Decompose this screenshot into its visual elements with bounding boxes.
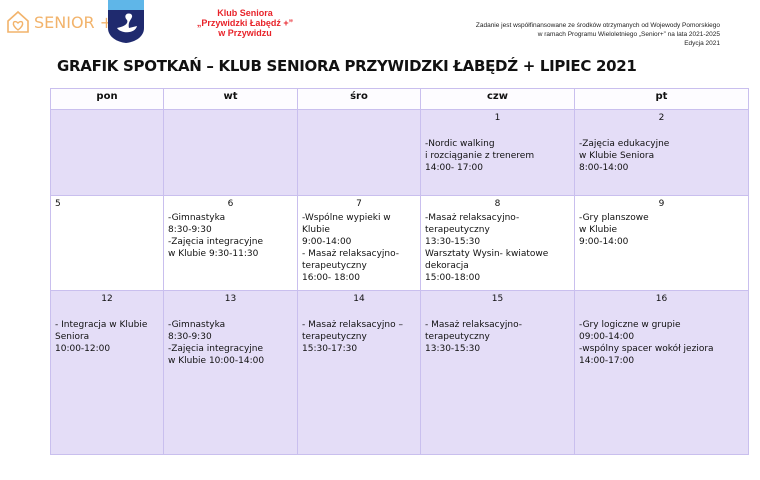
senior-plus-logo: SENIOR + [6, 10, 113, 34]
day-header: wt [163, 88, 298, 110]
day-number: 13 [224, 294, 237, 304]
event-text: - Integracja w Klubie Seniora 10:00-12:0… [55, 320, 148, 354]
event-text: -Gimnastyka 8:30-9:30 -Zajęcia integracy… [168, 213, 264, 259]
day-number: 1 [494, 113, 501, 123]
day-number: 6 [227, 199, 234, 209]
spacer [579, 126, 744, 138]
day-header: pon [50, 88, 164, 110]
spacer [168, 114, 293, 126]
event-text: -Masaż relaksacyjno-terapeutyczny 13:30-… [425, 213, 549, 283]
day-number: 7 [356, 199, 362, 209]
week-row: 1 -Nordic walking i rozciąganie z trenere… [50, 109, 749, 196]
day-cell: 12 - Integracja w Klubie Seniora 10:00-12… [50, 290, 164, 455]
week-row: 5 6 -Gimnastyka 8:30-9:30 -Zajęcia integra… [50, 195, 749, 291]
spacer [425, 307, 570, 319]
spacer [425, 126, 570, 138]
day-number: 2 [658, 113, 665, 123]
event-text: -Zajęcia edukacyjne w Klubie Seniora 8:0… [579, 139, 670, 173]
day-header: czw [420, 88, 575, 110]
day-number: 8 [494, 199, 501, 209]
event-text: -Wspólne wypieki w Klubie 9:00-14:00 - M… [302, 213, 400, 283]
day-cell: 7 -Wspólne wypieki w Klubie 9:00-14:00 - … [297, 195, 421, 291]
schedule-table: pon wt śro czw pt 1 -Nordic walking i rozciąg… [50, 88, 749, 455]
house-heart-icon [7, 10, 29, 33]
spacer [168, 307, 293, 319]
day-cell: 15 - Masaż relaksacyjno-terapeutyczny 13:… [420, 290, 575, 455]
event-text: -Nordic walking i rozciąganie z trenerem… [425, 139, 535, 173]
day-number: 12 [101, 294, 113, 304]
day-header: śro [297, 88, 421, 110]
day-cell: 13 -Gimnastyka 8:30-9:30 -Zajęcia integra… [163, 290, 298, 455]
day-cell [163, 109, 298, 196]
event-text: - Masaż relaksacyjno – terapeutyczny 15:… [302, 320, 403, 354]
day-cell: 2 -Zajęcia edukacyjne w Klubie Seniora 8:… [574, 109, 749, 196]
spacer [55, 307, 159, 319]
day-number: 16 [655, 294, 668, 304]
event-text: - Masaż relaksacyjno-terapeutyczny 13:30… [425, 320, 523, 354]
funding-note: Zadanie jest współfinansowane ze środków… [475, 22, 720, 47]
day-number: 14 [353, 294, 365, 304]
senior-logo-text: SENIOR + [34, 12, 114, 32]
day-cell: 14 - Masaż relaksacyjno – terapeutyczny 1… [297, 290, 421, 455]
day-header: pt [574, 88, 749, 110]
event-text: -Gry logiczne w grupie 09:00-14:00 -wspó… [579, 320, 714, 366]
day-cell: 16 -Gry logiczne w grupie 09:00-14:00 -ws… [574, 290, 749, 455]
day-number: 5 [55, 199, 61, 209]
day-cell [297, 109, 421, 196]
day-cell: 6 -Gimnastyka 8:30-9:30 -Zajęcia integrac… [163, 195, 298, 291]
swan-crest-icon [108, 0, 144, 43]
day-number: 9 [658, 199, 665, 209]
week-row: 12 - Integracja w Klubie Seniora 10:00-12… [50, 290, 749, 455]
day-cell: 1 -Nordic walking i rozciąganie z trenere… [420, 109, 575, 196]
spacer [579, 307, 744, 319]
spacer [302, 307, 416, 319]
club-name: Klub Seniora „Przywidzki Łabędź +” w Przyw… [196, 8, 294, 38]
day-header-row: pon wt śro czw pt [50, 88, 749, 110]
day-cell: 8 -Masaż relaksacyjno-terapeutyczny 13:30… [420, 195, 575, 291]
event-text: -Gimnastyka 8:30-9:30 -Zajęcia integracy… [168, 320, 265, 366]
day-cell: 5 [50, 195, 164, 291]
day-cell [50, 109, 164, 196]
spacer [302, 114, 416, 126]
day-cell: 9 -Gry planszowe w Klubie 9:00-14:00 [574, 195, 749, 291]
spacer [55, 114, 159, 126]
event-text: -Gry planszowe w Klubie 9:00-14:00 [579, 213, 649, 247]
page-title: GRAFIK SPOTKAŃ – KLUB SENIORA PRZYWIDZKI… [57, 57, 637, 75]
day-number: 15 [491, 294, 504, 304]
